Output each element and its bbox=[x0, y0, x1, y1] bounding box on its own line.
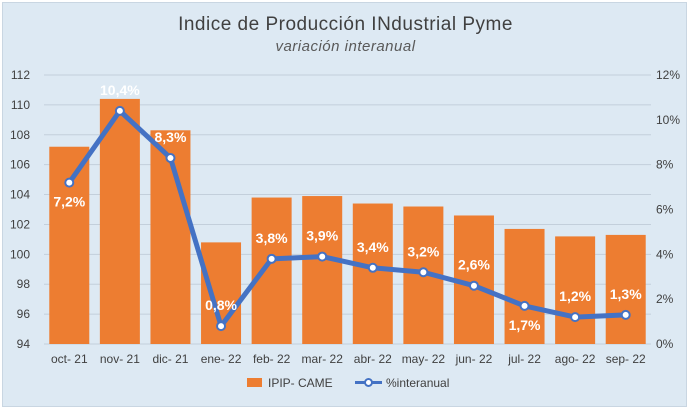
x-tick: ago- 22 bbox=[555, 352, 596, 366]
bar-series bbox=[49, 98, 646, 345]
x-tick: sep- 22 bbox=[606, 352, 646, 366]
y-left-tick: 100 bbox=[10, 247, 30, 261]
data-label: 1,2% bbox=[559, 288, 591, 304]
data-label: 3,2% bbox=[407, 243, 439, 259]
x-tick: jun- 22 bbox=[455, 352, 493, 366]
line-marker bbox=[165, 152, 176, 163]
x-tick: may- 22 bbox=[402, 352, 446, 366]
bar bbox=[504, 228, 545, 344]
data-label: 1,3% bbox=[610, 286, 642, 302]
data-label: 3,9% bbox=[306, 228, 338, 244]
line-marker bbox=[114, 105, 125, 116]
y-left-tick: 108 bbox=[10, 128, 30, 142]
y-right-tick: 2% bbox=[656, 292, 674, 306]
x-tick: feb- 22 bbox=[253, 352, 291, 366]
legend-label-bar: IPIP- CAME bbox=[268, 376, 333, 390]
legend-label-line: %interanual bbox=[386, 376, 449, 390]
bar bbox=[251, 197, 292, 344]
line-marker bbox=[317, 251, 328, 262]
x-tick: mar- 22 bbox=[302, 352, 344, 366]
data-labels: 7,2% 10,4% 8,3% 0,8% 3,8% 3,9% 3,4% 3,2% 2,6% 1,7… bbox=[53, 82, 642, 333]
data-label: 0,8% bbox=[205, 297, 237, 313]
y-right-tick: 6% bbox=[656, 203, 674, 217]
y-left-tick: 98 bbox=[17, 277, 31, 291]
y-left-tick: 102 bbox=[10, 217, 30, 231]
gridlines bbox=[44, 74, 651, 345]
data-label: 2,6% bbox=[458, 257, 490, 273]
data-label: 1,7% bbox=[509, 317, 541, 333]
x-tick: oct- 21 bbox=[51, 352, 88, 366]
line-marker bbox=[266, 253, 277, 264]
y-right-tick: 4% bbox=[656, 247, 674, 261]
line-marker bbox=[418, 267, 429, 278]
line-marker bbox=[570, 312, 581, 323]
bar bbox=[555, 236, 596, 344]
bar bbox=[352, 203, 393, 344]
x-tick: nov- 21 bbox=[100, 352, 140, 366]
y-right-tick: 8% bbox=[656, 158, 674, 172]
y-left-tick: 112 bbox=[11, 68, 30, 82]
y-right-tick: 0% bbox=[656, 337, 674, 351]
legend-swatch-bar bbox=[247, 378, 262, 387]
line-marker bbox=[519, 300, 530, 311]
line-marker bbox=[367, 262, 378, 273]
line-marker bbox=[64, 177, 75, 188]
y-left-tick: 106 bbox=[10, 158, 30, 172]
y-left-tick: 110 bbox=[11, 98, 30, 112]
data-label: 7,2% bbox=[53, 194, 85, 210]
line-marker bbox=[468, 280, 479, 291]
line-marker bbox=[620, 309, 631, 320]
x-tick: dic- 21 bbox=[152, 352, 188, 366]
line-marker bbox=[216, 321, 227, 332]
bar bbox=[605, 234, 646, 344]
chart-title: Indice de Producción INdustrial Pyme bbox=[178, 14, 513, 35]
bar bbox=[49, 146, 90, 344]
data-label: 3,8% bbox=[256, 230, 288, 246]
legend-swatch-marker bbox=[364, 378, 373, 387]
y-left-tick: 94 bbox=[17, 337, 31, 351]
y-left-tick: 96 bbox=[17, 307, 31, 321]
data-label: 10,4% bbox=[100, 82, 140, 98]
data-label: 8,3% bbox=[154, 129, 186, 145]
y-right-tick: 12% bbox=[656, 68, 680, 82]
x-tick: jul- 22 bbox=[507, 352, 541, 366]
line-series bbox=[64, 105, 631, 332]
chart-subtitle: variación interanual bbox=[275, 38, 416, 55]
x-tick: ene- 22 bbox=[201, 352, 242, 366]
bar bbox=[302, 196, 343, 344]
bar bbox=[99, 98, 140, 345]
data-label: 3,4% bbox=[357, 239, 389, 255]
legend: IPIP- CAME %interanual bbox=[247, 376, 449, 390]
y-left-tick: 104 bbox=[10, 188, 30, 202]
y-right-tick: 10% bbox=[656, 113, 680, 127]
series-line bbox=[66, 108, 629, 329]
x-tick: abr- 22 bbox=[354, 352, 392, 366]
axis-ticks: 94 96 98 100 102 104 106 108 110 112 0% 2% 4% 6% 8% 10%… bbox=[10, 68, 680, 366]
